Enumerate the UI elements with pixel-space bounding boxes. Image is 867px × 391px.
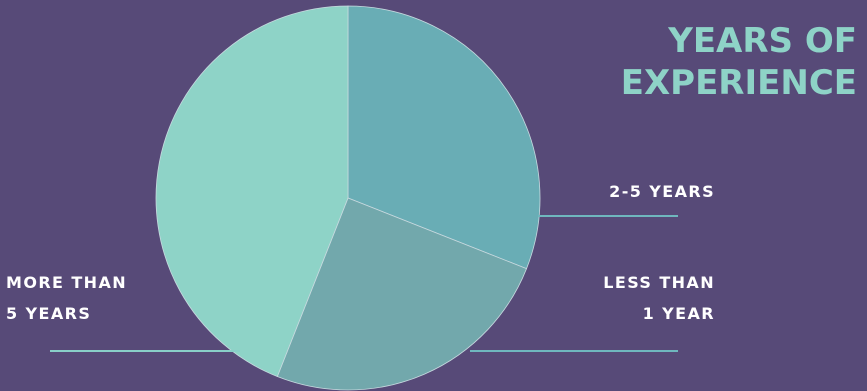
slice-label-line: LESS THAN: [603, 273, 715, 292]
slice-label-line: 2-5 YEARS: [609, 182, 715, 201]
chart-title-line-1: YEARS OF: [668, 21, 857, 61]
pie-slice-less-than-1-year: [276, 197, 528, 391]
leader-line-more-than-5-years: [50, 350, 240, 352]
slice-label-more-than-5-years: MORE THAN 5 YEARS: [6, 267, 127, 329]
slice-label-line: 5 YEARS: [6, 304, 92, 323]
pie-slice-more-than-5-years: [155, 5, 349, 378]
slice-label-line: 1 YEAR: [642, 304, 715, 323]
chart-title-line-2: EXPERIENCE: [620, 63, 857, 103]
pie-slice-2-5-years: [347, 5, 541, 270]
slice-label-2-5-years: 2-5 YEARS: [500, 176, 715, 207]
chart-title: YEARS OF EXPERIENCE: [527, 20, 857, 104]
slice-label-line: MORE THAN: [6, 273, 128, 292]
slice-label-less-than-1-year: LESS THAN 1 YEAR: [500, 267, 715, 329]
leader-line-2-5-years: [538, 215, 678, 217]
leader-line-less-than-1-year: [470, 350, 678, 352]
